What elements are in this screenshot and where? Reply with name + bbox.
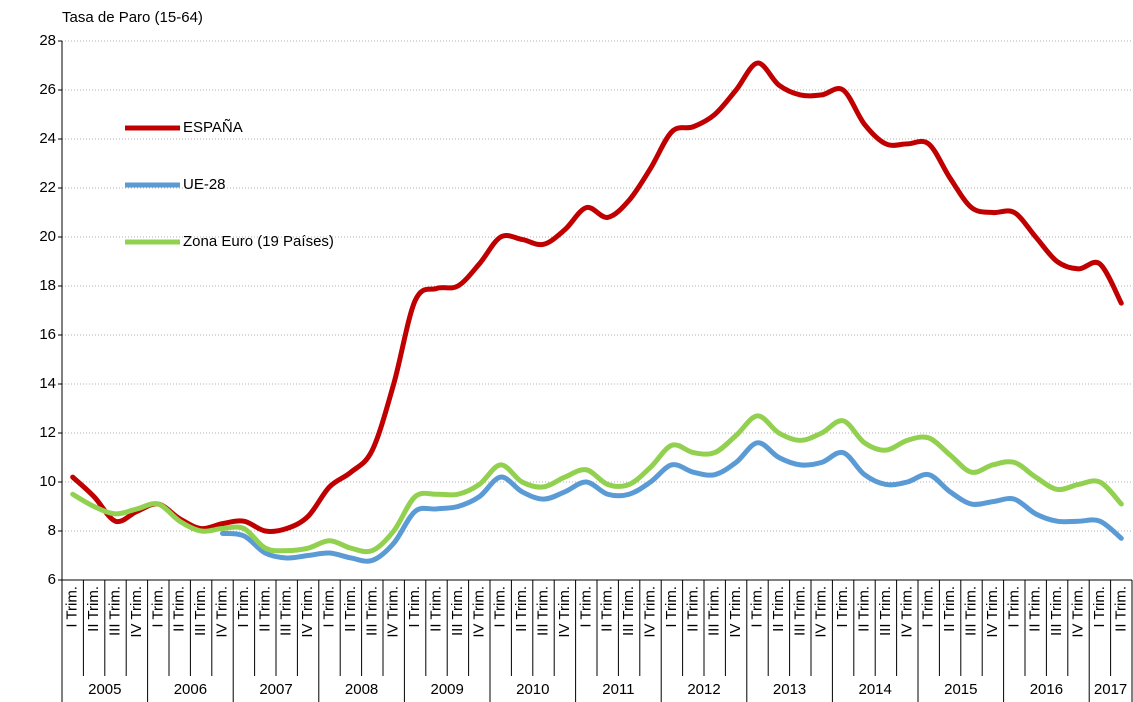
x-tick-label: II Trim. <box>684 586 701 632</box>
year-label: 2005 <box>88 681 121 698</box>
x-tick-label: II Trim. <box>171 586 188 632</box>
year-label: 2017 <box>1094 681 1127 698</box>
x-tick-label: IV Trim. <box>556 586 573 638</box>
x-tick-label: III Trim. <box>877 586 894 636</box>
x-tick-label: IV Trim. <box>727 586 744 638</box>
y-tick-label: 8 <box>48 522 56 539</box>
series-line <box>70 413 1124 555</box>
x-tick-label: IV Trim. <box>813 586 830 638</box>
legend-label: Zona Euro (19 Países) <box>183 233 334 250</box>
x-tick-label: II Trim. <box>770 586 787 632</box>
legend-label: UE-28 <box>183 176 226 193</box>
x-tick-label: IV Trim. <box>128 586 145 638</box>
x-tick-label: I Trim. <box>920 586 937 628</box>
x-tick-label: I Trim. <box>406 586 423 628</box>
y-tick-label: 24 <box>39 130 56 147</box>
x-tick-label: II Trim. <box>941 586 958 632</box>
x-tick-label: II Trim. <box>256 586 273 632</box>
x-tick-label: I Trim. <box>320 586 337 628</box>
x-tick-label: I Trim. <box>577 586 594 628</box>
x-tick-label: IV Trim. <box>213 586 230 638</box>
x-tick-label: II Trim. <box>342 586 359 632</box>
x-tick-label: III Trim. <box>791 586 808 636</box>
y-tick-label: 6 <box>48 571 56 588</box>
x-tick-label: I Trim. <box>663 586 680 628</box>
x-tick-label: III Trim. <box>620 586 637 636</box>
x-tick-label: II Trim. <box>855 586 872 632</box>
x-tick-label: I Trim. <box>748 586 765 628</box>
x-tick-label: II Trim. <box>85 586 102 632</box>
x-tick-label: III Trim. <box>962 586 979 636</box>
x-tick-label: IV Trim. <box>1069 586 1086 638</box>
x-tick-label: III Trim. <box>1048 586 1065 636</box>
x-tick-label: IV Trim. <box>641 586 658 638</box>
legend-label: ESPAÑA <box>183 119 243 136</box>
x-tick-label: III Trim. <box>106 586 123 636</box>
x-tick-label: II Trim. <box>1027 586 1044 632</box>
x-tick-label: II Trim. <box>427 586 444 632</box>
series-line <box>220 440 1124 564</box>
x-tick-label: III Trim. <box>192 586 209 636</box>
x-tick-label: I Trim. <box>492 586 509 628</box>
year-label: 2016 <box>1030 681 1063 698</box>
x-tick-label: IV Trim. <box>385 586 402 638</box>
year-label: 2010 <box>516 681 549 698</box>
x-tick-label: III Trim. <box>449 586 466 636</box>
x-tick-label: III Trim. <box>363 586 380 636</box>
x-tick-label: II Trim. <box>599 586 616 632</box>
year-label: 2012 <box>687 681 720 698</box>
year-label: 2008 <box>345 681 378 698</box>
series-line <box>70 60 1124 534</box>
year-label: 2011 <box>602 681 634 698</box>
y-tick-label: 16 <box>39 326 56 343</box>
y-axis-label: Tasa de Paro (15-64) <box>62 9 203 26</box>
x-tick-label: I Trim. <box>64 586 81 628</box>
x-tick-label: I Trim. <box>834 586 851 628</box>
x-tick-label: III Trim. <box>278 586 295 636</box>
x-tick-label: IV Trim. <box>299 586 316 638</box>
y-tick-label: 20 <box>39 228 56 245</box>
year-label: 2014 <box>859 681 892 698</box>
x-tick-label: I Trim. <box>235 586 252 628</box>
year-label: 2015 <box>944 681 977 698</box>
y-tick-label: 12 <box>39 424 56 441</box>
y-tick-label: 26 <box>39 81 56 98</box>
y-tick-label: 28 <box>39 32 56 49</box>
year-label: 2009 <box>431 681 464 698</box>
year-label: 2013 <box>773 681 806 698</box>
y-tick-label: 10 <box>39 473 56 490</box>
x-tick-label: III Trim. <box>534 586 551 636</box>
x-tick-label: IV Trim. <box>898 586 915 638</box>
x-tick-label: III Trim. <box>706 586 723 636</box>
x-tick-label: I Trim. <box>1091 586 1108 628</box>
y-tick-label: 18 <box>39 277 56 294</box>
x-tick-label: II Trim. <box>1112 586 1129 632</box>
x-tick-label: IV Trim. <box>984 586 1001 638</box>
y-tick-label: 22 <box>39 179 56 196</box>
year-label: 2007 <box>259 681 292 698</box>
x-tick-label: IV Trim. <box>470 586 487 638</box>
x-tick-label: II Trim. <box>513 586 530 632</box>
y-tick-label: 14 <box>39 375 56 392</box>
year-label: 2006 <box>174 681 207 698</box>
x-tick-label: I Trim. <box>149 586 166 628</box>
x-tick-label: I Trim. <box>1005 586 1022 628</box>
